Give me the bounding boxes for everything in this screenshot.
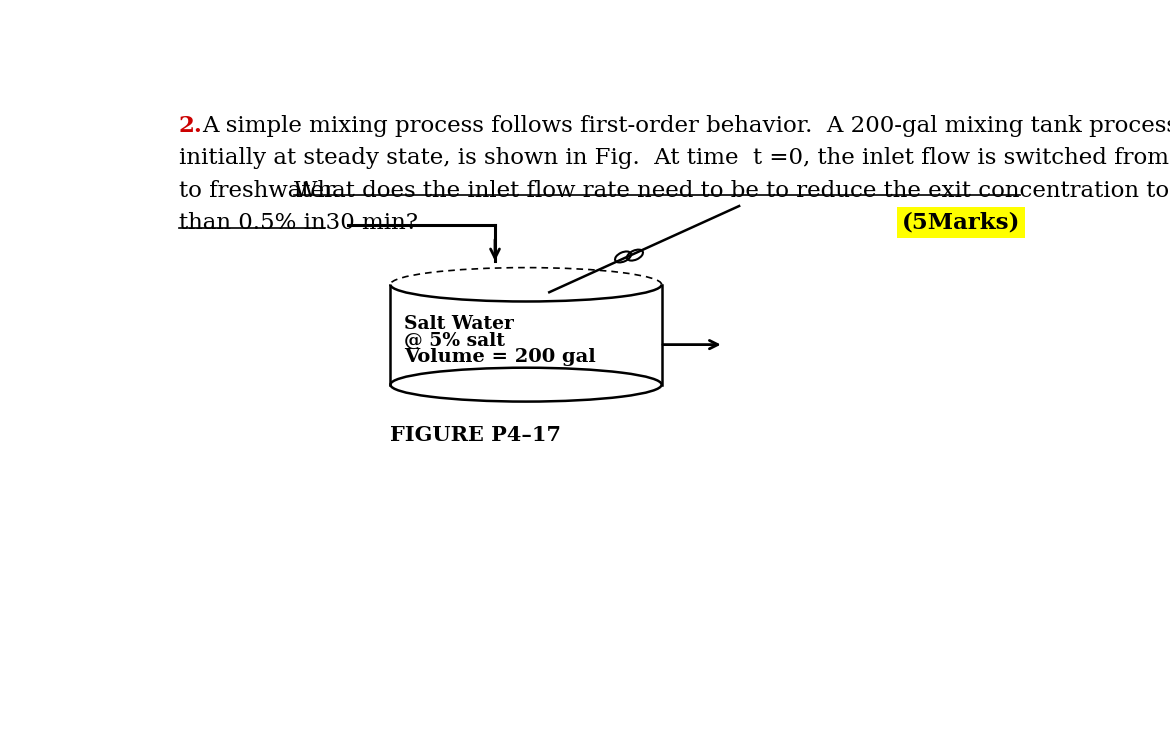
Text: Salt Water: Salt Water [405,315,514,334]
Text: @ 5% salt: @ 5% salt [405,332,505,351]
Text: What does the inlet flow rate need to be to reduce the exit concentration to les: What does the inlet flow rate need to be… [294,180,1170,202]
Ellipse shape [391,268,661,301]
Text: Volume = 200 gal: Volume = 200 gal [405,348,596,367]
Text: (5Marks): (5Marks) [902,212,1020,234]
Text: 2.: 2. [179,115,202,137]
Text: to freshwater.: to freshwater. [179,180,346,202]
Text: A simple mixing process follows first-order behavior.  A 200-gal mixing tank pro: A simple mixing process follows first-or… [202,115,1170,137]
Text: than 0.5% in30 min?: than 0.5% in30 min? [179,212,418,234]
Text: FIGURE P4–17: FIGURE P4–17 [391,425,562,445]
Text: initially at steady state, is shown in Fig.  At time  t =0, the inlet flow is sw: initially at steady state, is shown in F… [179,148,1170,170]
